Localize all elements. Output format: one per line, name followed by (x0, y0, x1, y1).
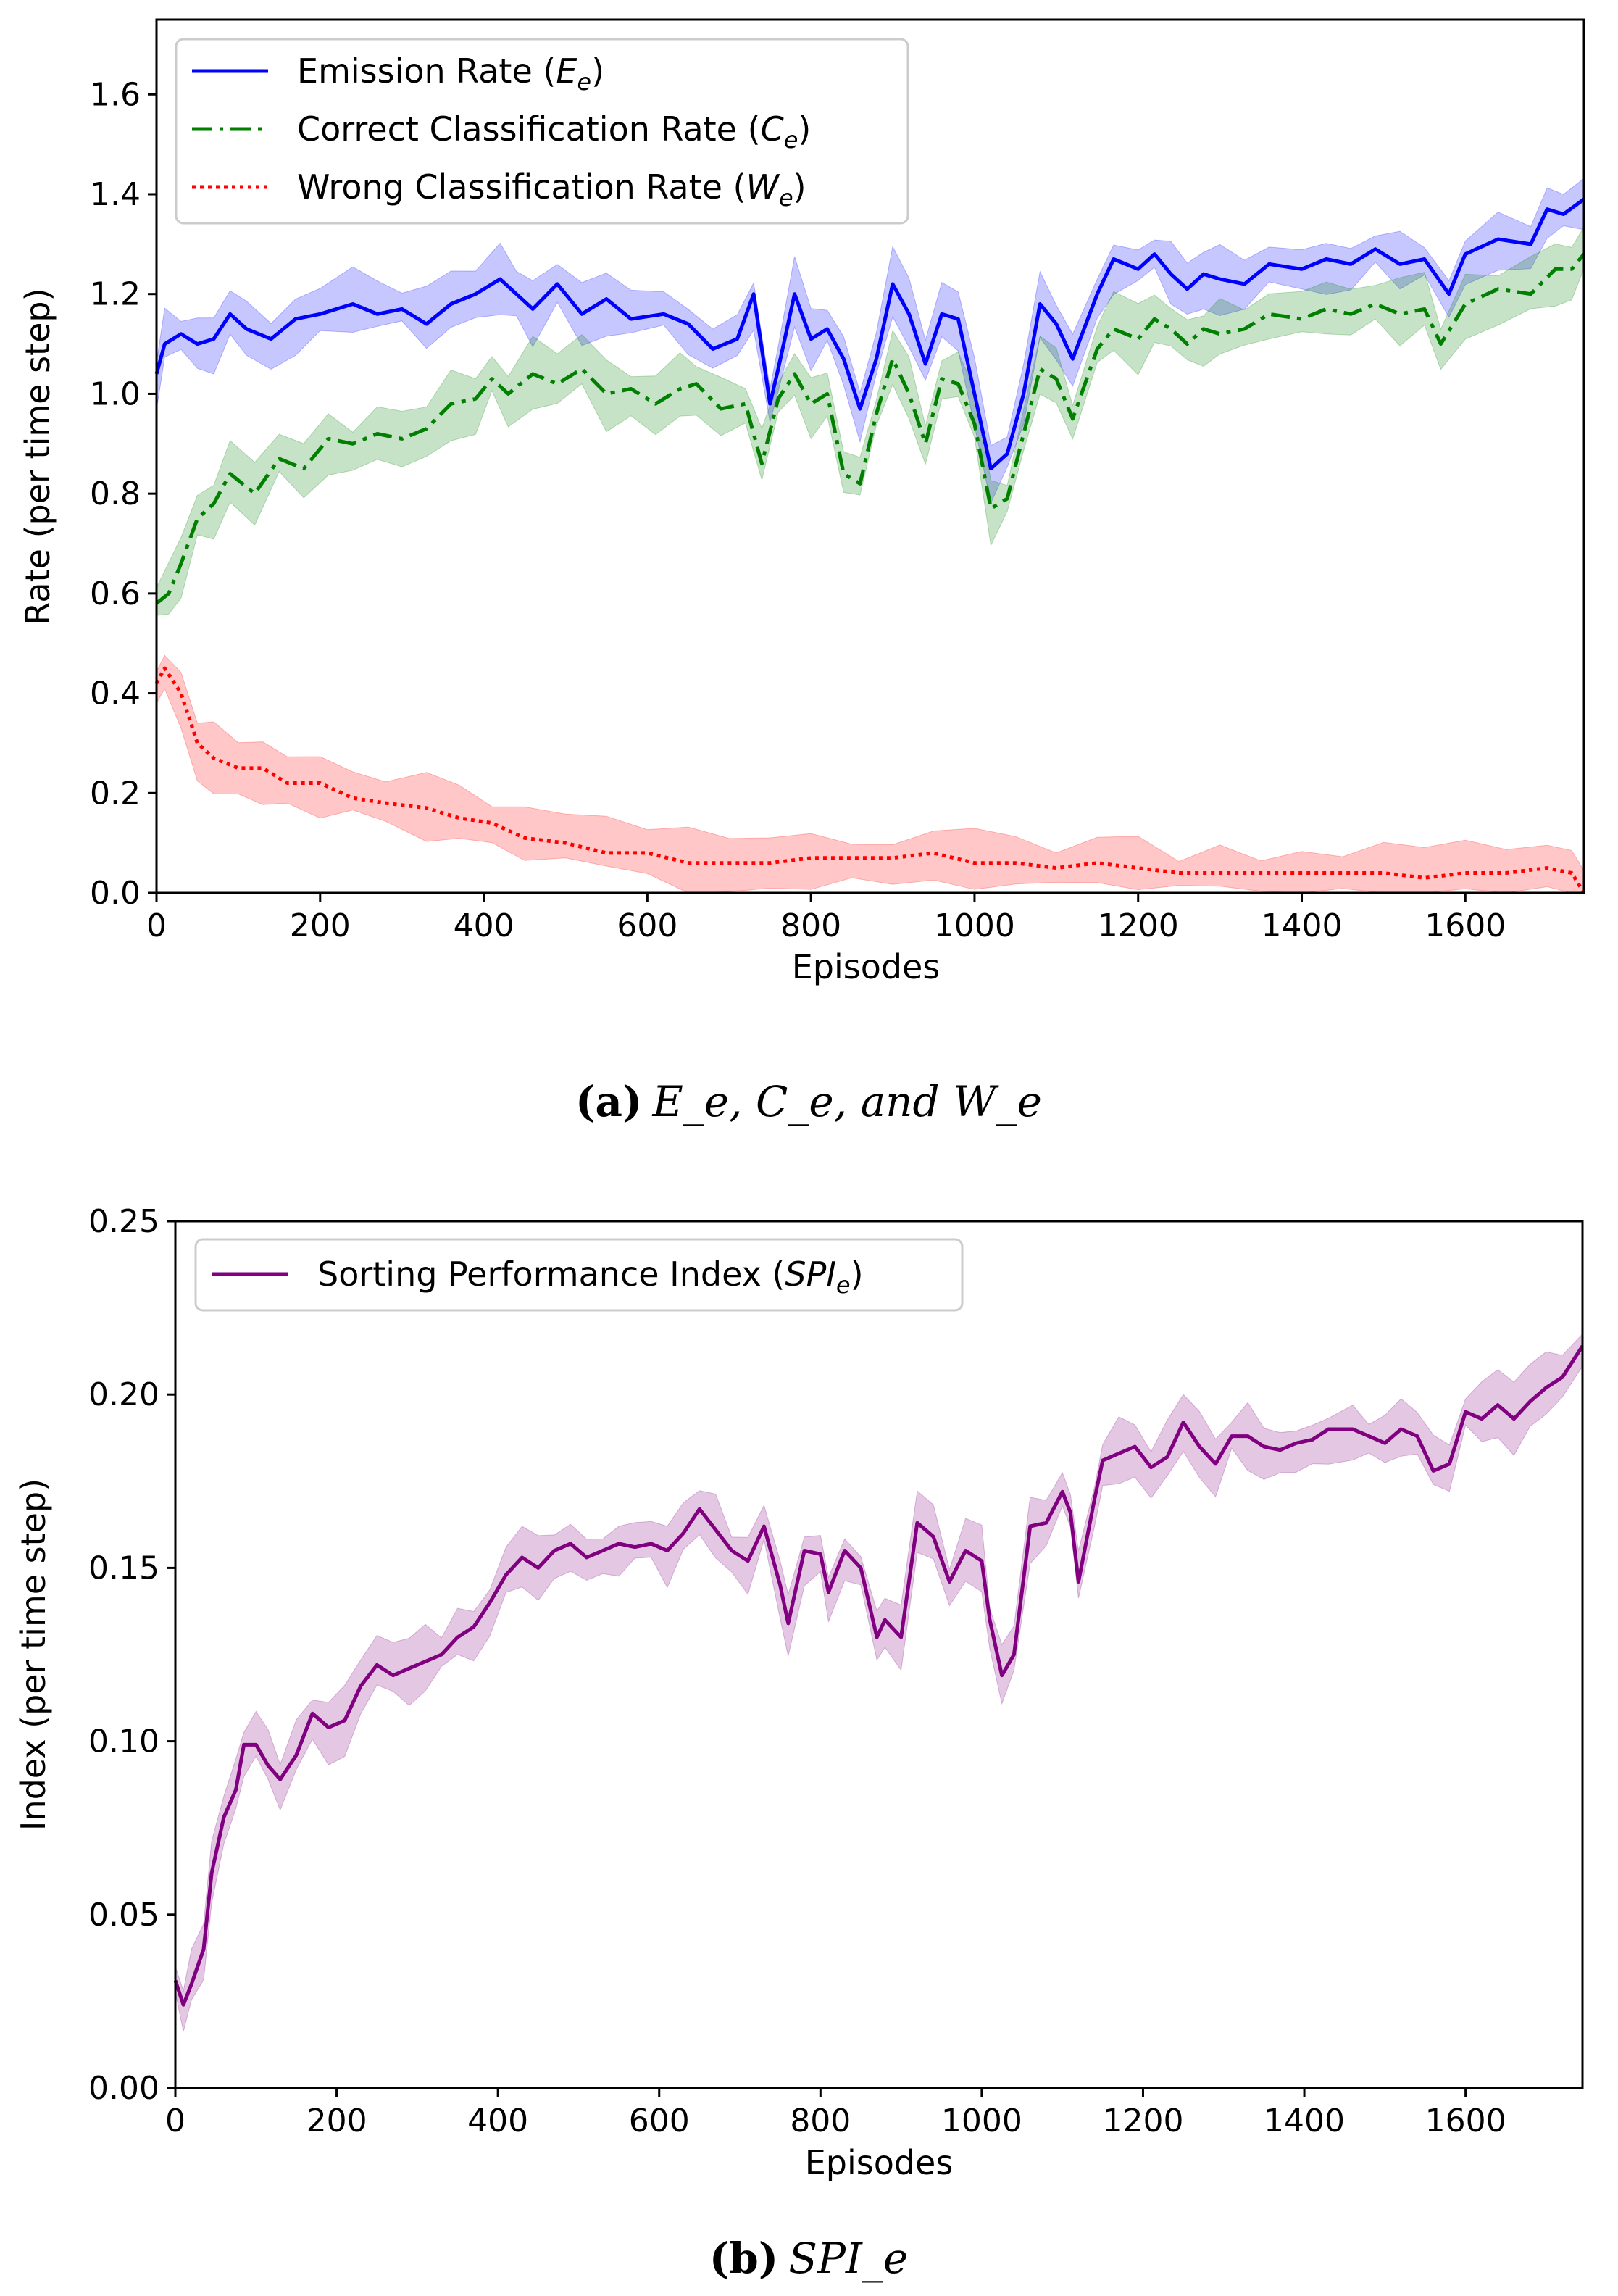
chart-b-x-axis-label: Episodes (805, 2143, 954, 2182)
legend-label-emission-symbol: E (556, 51, 577, 91)
x-tick-label: 1600 (1425, 2102, 1506, 2139)
x-tick-label: 800 (780, 907, 841, 944)
x-tick-label: 800 (790, 2102, 851, 2139)
chart-b-caption-text: SPI_e (788, 2234, 908, 2283)
legend-label-spi-symbol: SPI (785, 1255, 836, 1294)
y-tick-label: 1.2 (90, 276, 141, 313)
chart-a: 0 200 400 600 800 1000 1200 1400 1600 0.0 0.2 0.4 0.… (18, 18, 1586, 1126)
x-tick-label: 0 (165, 2102, 185, 2139)
x-tick-label: 1400 (1264, 2102, 1345, 2139)
chart-a-plot-frame (155, 18, 1585, 894)
chart-a-confidence-bands (156, 178, 1585, 894)
x-tick-label: 0 (146, 907, 167, 944)
y-tick-label: 0.20 (88, 1376, 159, 1413)
chart-a-series-lines (154, 197, 1586, 894)
legend-label-wrong-symbol: W (746, 167, 780, 207)
chart-a-caption-text: E_e, C_e, and W_e (651, 1077, 1042, 1126)
legend-label-emission-text: Emission Rate ( (297, 51, 556, 91)
legend-label-wrong-text: Wrong Classification Rate ( (297, 167, 746, 207)
x-tick-label: 600 (617, 907, 677, 944)
x-tick-label: 1000 (941, 2102, 1022, 2139)
chart-b-legend-box (194, 1238, 964, 1312)
chart-b-series-lines (173, 1344, 1585, 2007)
chart-a-y-axis-label: Rate (per time step) (18, 288, 57, 625)
x-tick-label: 400 (467, 2102, 528, 2139)
y-tick-label: 0.0 (90, 875, 141, 912)
x-tick-label: 1400 (1262, 907, 1343, 944)
y-tick-label: 0.10 (88, 1723, 159, 1760)
x-tick-label: 1000 (934, 907, 1015, 944)
chart-a-legend-box (175, 38, 909, 225)
y-tick-label: 0.05 (88, 1897, 159, 1934)
series-line (173, 1344, 1585, 2007)
x-tick-label: 200 (290, 907, 351, 944)
series-line (154, 197, 1585, 471)
x-tick-label: 200 (306, 2102, 367, 2139)
chart-a-ticks: 0 200 400 600 800 1000 1200 1400 1600 0.0 0.2 0.4 0.… (90, 76, 1506, 944)
x-tick-label: 400 (454, 907, 514, 944)
legend-label-correct: Correct Classification Rate (Ce) (297, 109, 811, 154)
series-line (154, 666, 1586, 894)
chart-a-x-axis-label: Episodes (792, 947, 941, 986)
chart-a-legend: Emission Rate (Ee) Correct Classificatio… (175, 38, 909, 225)
y-tick-label: 0.15 (88, 1550, 159, 1586)
chart-b-y-axis-label: Index (per time step) (14, 1478, 53, 1831)
chart-b-caption-label: (b) (709, 2234, 778, 2283)
y-tick-label: 0.2 (90, 775, 141, 812)
y-tick-label: 0.25 (88, 1203, 159, 1240)
legend-label-spi: Sorting Performance Index (SPIe) (317, 1255, 864, 1299)
legend-label-spi-text: Sorting Performance Index ( (317, 1255, 785, 1294)
legend-label-spi-sub: e (836, 1271, 851, 1299)
chart-b-caption: (b) SPI_e (709, 2234, 908, 2283)
series-band (156, 654, 1585, 894)
y-tick-label: 0.4 (90, 675, 141, 712)
y-tick-label: 0.6 (90, 575, 141, 612)
x-tick-label: 1200 (1102, 2102, 1183, 2139)
chart-a-caption: (a) E_e, C_e, and W_e (575, 1077, 1042, 1126)
y-tick-label: 1.6 (90, 76, 141, 113)
legend-label-wrong-sub: e (779, 184, 793, 212)
legend-label-emission-sub: e (577, 68, 591, 96)
chart-b: 0 200 400 600 800 1000 1200 1400 1600 0.00 0.05 0.1… (14, 1203, 1585, 2283)
chart-b-ticks: 0 200 400 600 800 1000 1200 1400 1600 0.00 0.05 0.1… (88, 1203, 1506, 2139)
y-tick-label: 0.8 (90, 475, 141, 512)
y-tick-label: 1.4 (90, 176, 141, 213)
x-tick-label: 600 (629, 2102, 690, 2139)
legend-label-correct-symbol: C (761, 109, 784, 149)
legend-label-wrong: Wrong Classification Rate (We) (297, 167, 806, 212)
chart-a-caption-label: (a) (575, 1077, 642, 1126)
legend-label-emission: Emission Rate (Ee) (297, 51, 604, 96)
legend-label-correct-sub: e (784, 126, 798, 154)
x-tick-label: 1600 (1425, 907, 1506, 944)
legend-label-correct-text: Correct Classification Rate ( (297, 109, 761, 149)
chart-b-legend: Sorting Performance Index (SPIe) (194, 1238, 964, 1312)
y-tick-label: 0.00 (88, 2070, 159, 2107)
chart-b-plot-frame (174, 1220, 1584, 2089)
x-tick-label: 1200 (1098, 907, 1179, 944)
series-line (155, 253, 1585, 605)
y-tick-label: 1.0 (90, 375, 141, 412)
